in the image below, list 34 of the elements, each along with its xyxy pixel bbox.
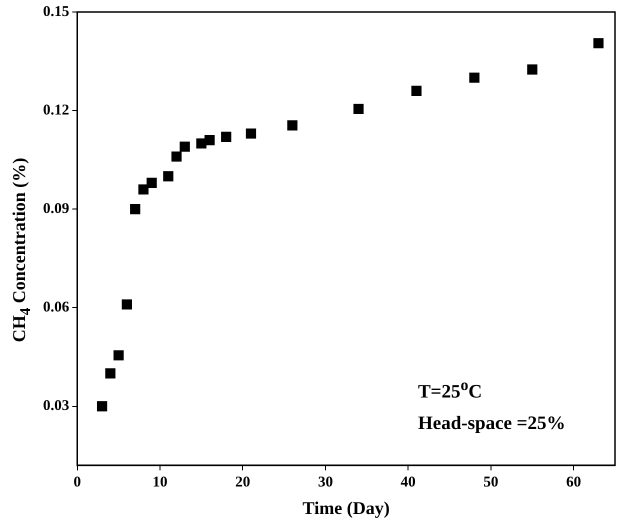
point [469,72,480,83]
point [114,350,124,360]
y-tick-label: 0.09 [43,201,70,218]
point [163,171,174,182]
point [411,86,422,96]
point [105,368,116,378]
x-tick-label: 60 [566,474,582,490]
x-tick-label: 30 [318,474,333,490]
point [204,135,215,146]
x-axis-title: Time (Day) [302,498,390,518]
x-tick-label: 50 [483,474,498,490]
point [171,151,182,162]
x-tick-label: 0 [74,474,81,490]
y-tick-label: 0.12 [43,102,70,118]
annotation: T=25$^{o}$C [418,376,484,404]
x-tick-label: 40 [400,474,416,490]
y-tick-label: 0.06 [43,300,70,316]
annotation: Head-space =25% [418,412,566,436]
point [96,401,108,412]
point [122,299,132,310]
y-tick-label: 0.15 [43,4,70,20]
point [593,38,604,48]
y-tick-label: 0.03 [43,398,70,414]
x-tick-label: 10 [152,474,168,490]
x-tick-label: 20 [235,474,250,490]
point [180,142,190,152]
point [527,64,538,75]
point [138,184,149,195]
point [146,178,157,188]
point [353,104,364,114]
point [221,132,232,142]
point [246,128,256,139]
point [287,120,298,130]
point [130,204,140,214]
